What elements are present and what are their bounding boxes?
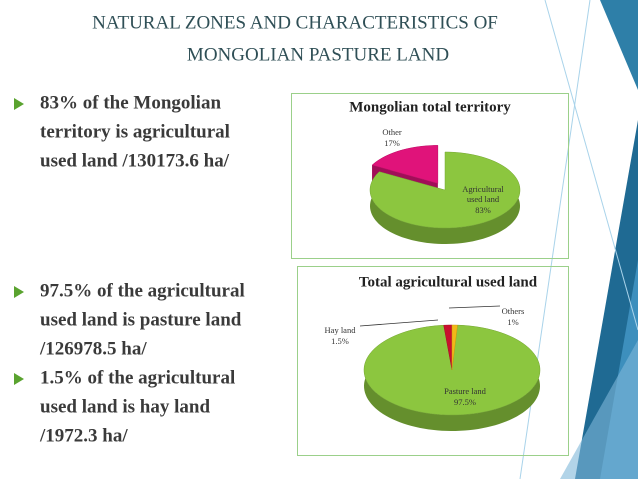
leader-line [448,305,501,309]
bullet-text: 97.5% of the agricultural [40,280,245,301]
bullet-text: 1.5% of the agricultural [40,367,235,388]
decor-line [519,0,591,479]
chart-frame [291,93,569,259]
data-label: 17% [384,138,400,148]
data-label-name: Others [502,306,525,316]
data-label: 1% [507,317,518,327]
data-label-name: Other [382,127,402,137]
data-label-name: Pasture land [444,386,487,396]
bullet-text: used land is hay land [40,396,210,417]
pie-slice [371,145,439,184]
bullet-text: used land /130173.6 ha/ [40,150,230,171]
pie-slice [451,324,458,371]
data-label: 1.5% [331,336,349,346]
data-label-name: Hay land [325,325,357,335]
chart-title: Mongolian total territory [349,99,511,115]
bullet-text: used land is pasture land [40,309,242,330]
title: NATURAL ZONES AND CHARACTERISTICS OF [92,12,498,33]
data-label-name: Agricultural used land [462,184,504,204]
data-label-name-line: used land [467,194,500,204]
pie-slice [369,151,521,229]
bullet-text: /126978.5 ha/ [39,338,147,359]
pie-slice [363,324,541,416]
decor [560,340,638,479]
chart-title: Total agricultural used land [359,274,538,290]
bullet-text: /1972.3 ha/ [39,425,128,446]
decor [600,0,638,90]
bullet-text: territory is agricultural [40,121,230,142]
bullet-marker [14,286,24,298]
title: MONGOLIAN PASTURE LAND [187,44,449,65]
bullet-text: 83% of the Mongolian [40,92,221,113]
bullet-marker [14,98,24,110]
data-label: 97.5% [454,397,476,407]
chart-frame [297,266,569,456]
leader-line [359,319,439,327]
decor-line [544,0,638,331]
data-label-name-line: Agricultural [462,184,504,194]
bullet-marker [14,373,24,385]
data-label: 83% [475,205,491,215]
